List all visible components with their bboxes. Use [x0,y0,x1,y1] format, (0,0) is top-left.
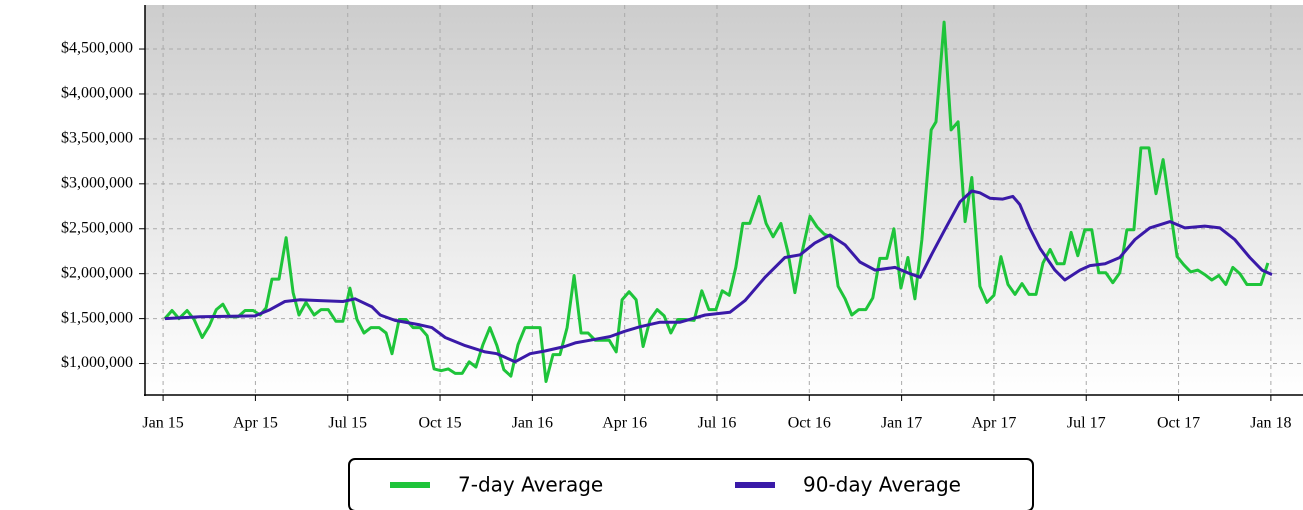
y-tick-label: $3,500,000 [61,130,133,147]
x-tick-label: Jan 16 [512,415,553,432]
x-tick-label: Jul 15 [328,415,367,432]
y-tick-label: $1,500,000 [61,309,133,326]
x-tick-label: Oct 17 [1157,415,1200,432]
legend [348,458,1034,510]
y-tick-label: $2,000,000 [61,264,133,281]
x-tick-label: Jul 16 [698,415,737,432]
x-tick-label: Apr 15 [233,415,278,432]
x-tick-label: Apr 17 [971,415,1016,432]
plot-area [145,5,1303,395]
series-line [163,20,1270,383]
y-tick-label: $2,500,000 [61,219,133,236]
x-tick-label: Jan 17 [881,415,922,432]
x-tick-label: Jul 17 [1067,415,1106,432]
legend-label: 7-day Average [458,473,603,497]
x-tick-label: Apr 16 [602,415,647,432]
series-line [164,189,1273,364]
y-tick-label: $4,000,000 [61,85,133,102]
x-tick-label: Jan 18 [1250,415,1291,432]
x-tick-label: Jan 15 [142,415,183,432]
x-tick-label: Oct 15 [418,415,461,432]
y-tick-label: $3,000,000 [61,174,133,191]
legend-label: 90-day Average [803,473,961,497]
y-tick-label: $1,000,000 [61,354,133,371]
y-tick-label: $4,500,000 [61,40,133,57]
x-tick-label: Oct 16 [788,415,831,432]
